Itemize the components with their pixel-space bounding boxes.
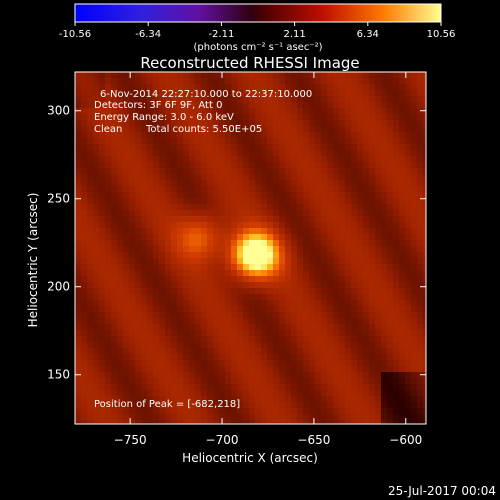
y-tick-label: 250 xyxy=(47,192,70,206)
annotation-method: Clean xyxy=(94,124,122,135)
y-tick-label: 200 xyxy=(47,280,70,294)
x-tick-label: −700 xyxy=(206,433,239,447)
annotation-peak-position: Position of Peak = [-682,218] xyxy=(94,399,240,410)
colorbar-tick-label: 10.56 xyxy=(427,29,456,40)
x-tick-label: −750 xyxy=(114,433,147,447)
y-axis-ticks: 150 200 250 300 xyxy=(47,104,426,382)
y-axis-label: Heliocentric Y (arcsec) xyxy=(26,193,40,328)
footer-date: 25-Jul-2017 00:04 xyxy=(388,484,496,498)
x-axis-ticks: −750 −700 −650 −600 xyxy=(114,72,422,447)
y-tick-label: 300 xyxy=(47,104,70,118)
colorbar xyxy=(74,3,442,23)
x-axis-label: Heliocentric X (arcsec) xyxy=(182,451,318,465)
annotation-detectors: Detectors: 3F 6F 9F, Att 0 xyxy=(94,100,222,111)
x-tick-label: −600 xyxy=(389,433,422,447)
x-tick-label: −650 xyxy=(297,433,330,447)
colorbar-tick-label: 2.11 xyxy=(283,29,305,40)
chart-title: Reconstructed RHESSI Image xyxy=(140,54,359,72)
annotation-total-counts: Total counts: 5.50E+05 xyxy=(145,124,262,135)
annotation-time-range: 6-Nov-2014 22:27:10.000 to 22:37:10.000 xyxy=(100,89,312,100)
colorbar-tick-label: -2.11 xyxy=(208,29,234,40)
annotation-energy: Energy Range: 3.0 - 6.0 keV xyxy=(94,112,234,123)
plot-frame xyxy=(74,71,427,425)
heatmap-image xyxy=(75,72,426,424)
colorbar-tick-label: -10.56 xyxy=(59,29,91,40)
colorbar-tick-label: -6.34 xyxy=(135,29,161,40)
y-tick-label: 150 xyxy=(47,368,70,382)
colorbar-units: (photons cm⁻² s⁻¹ asec⁻²) xyxy=(193,42,322,53)
colorbar-ticks: -10.56 -6.34 -2.11 2.11 6.34 10.56 xyxy=(59,22,455,40)
colorbar-tick-label: 6.34 xyxy=(357,29,379,40)
